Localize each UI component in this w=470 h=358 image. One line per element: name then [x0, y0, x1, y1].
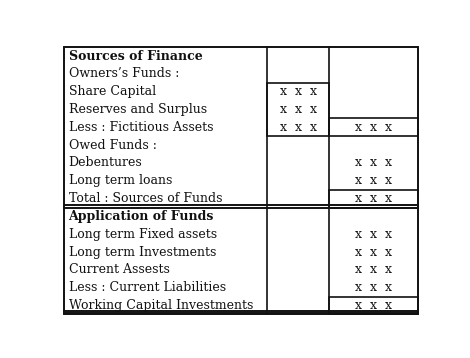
Bar: [329, 190, 417, 208]
Text: x  x  x: x x x: [355, 246, 392, 258]
Text: x  x  x: x x x: [355, 174, 392, 187]
Text: Current Assests: Current Assests: [69, 263, 170, 276]
Text: x  x  x: x x x: [355, 192, 392, 205]
Text: x  x  x: x x x: [355, 299, 392, 312]
Text: x  x  x: x x x: [280, 85, 317, 98]
Text: Working Capital Investments: Working Capital Investments: [69, 299, 253, 312]
Text: x  x  x: x x x: [280, 121, 317, 134]
Text: x  x  x: x x x: [355, 281, 392, 294]
Text: Total : Sources of Funds: Total : Sources of Funds: [69, 192, 222, 205]
Text: x  x  x: x x x: [355, 263, 392, 276]
Text: x  x  x: x x x: [280, 103, 317, 116]
Text: Long term loans: Long term loans: [69, 174, 172, 187]
Text: Long term Fixed assets: Long term Fixed assets: [69, 228, 217, 241]
Bar: [329, 118, 417, 136]
Text: Reserves and Surplus: Reserves and Surplus: [69, 103, 207, 116]
Text: x  x  x: x x x: [355, 156, 392, 169]
Bar: [329, 297, 417, 314]
Text: Owners’s Funds :: Owners’s Funds :: [69, 67, 179, 80]
Text: x  x  x: x x x: [355, 228, 392, 241]
Text: Less : Current Liabilities: Less : Current Liabilities: [69, 281, 226, 294]
Text: Long term Investments: Long term Investments: [69, 246, 216, 258]
Text: Debentures: Debentures: [69, 156, 142, 169]
Text: Owed Funds :: Owed Funds :: [69, 139, 157, 152]
Bar: [267, 83, 329, 136]
Text: Sources of Finance: Sources of Finance: [69, 49, 202, 63]
Text: Application of Funds: Application of Funds: [69, 210, 214, 223]
Text: Less : Fictitious Assets: Less : Fictitious Assets: [69, 121, 213, 134]
Text: Share Capital: Share Capital: [69, 85, 156, 98]
Text: x  x  x: x x x: [355, 121, 392, 134]
